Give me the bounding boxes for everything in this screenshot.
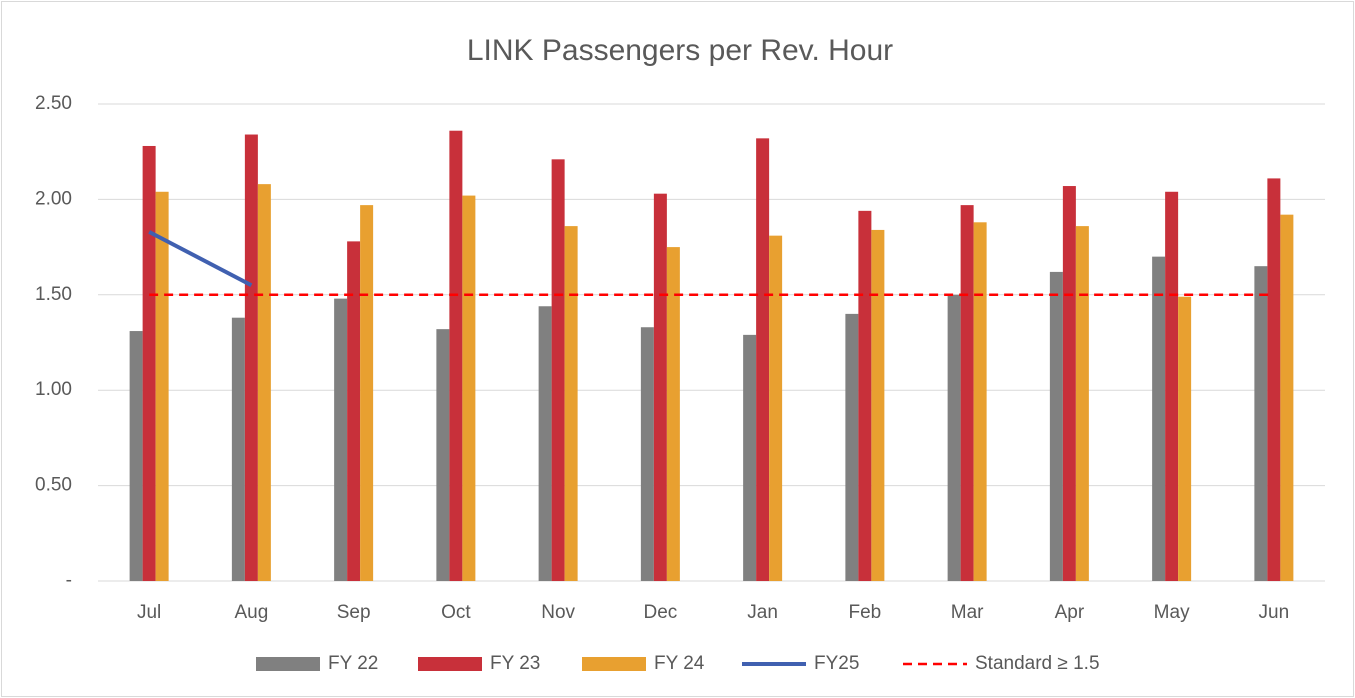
bar bbox=[538, 306, 552, 581]
y-tick-label: 0.50 bbox=[35, 475, 72, 496]
y-tick-label: 2.00 bbox=[35, 188, 72, 209]
bar bbox=[769, 235, 783, 582]
bar bbox=[334, 298, 348, 581]
x-tick-label: Sep bbox=[337, 602, 371, 623]
legend-swatch bbox=[256, 657, 320, 671]
x-tick-label: Jul bbox=[137, 602, 161, 623]
bar bbox=[155, 191, 169, 581]
bar bbox=[257, 184, 271, 582]
bar bbox=[360, 205, 374, 581]
bar bbox=[129, 331, 143, 581]
x-tick-label: May bbox=[1154, 602, 1190, 623]
bar bbox=[1049, 271, 1063, 581]
legend-swatch bbox=[582, 657, 646, 671]
x-tick-label: Nov bbox=[541, 602, 575, 623]
bar bbox=[449, 130, 463, 581]
x-tick-label: Dec bbox=[643, 602, 677, 623]
bar bbox=[845, 313, 859, 581]
bar bbox=[1165, 191, 1179, 581]
legend-label: FY25 bbox=[814, 653, 859, 674]
x-tick-label: Jan bbox=[747, 602, 778, 623]
legend-label: FY 24 bbox=[654, 653, 705, 674]
bar bbox=[551, 159, 565, 581]
bar bbox=[1152, 256, 1166, 581]
y-tick-label: 1.00 bbox=[35, 379, 72, 400]
bar bbox=[756, 138, 770, 581]
bar bbox=[666, 247, 680, 581]
x-tick-label: Jun bbox=[1259, 602, 1290, 623]
bar bbox=[1075, 226, 1089, 581]
y-tick-label: - bbox=[66, 570, 72, 591]
legend-swatch bbox=[418, 657, 482, 671]
bar bbox=[743, 334, 757, 581]
bar bbox=[564, 226, 578, 581]
bar bbox=[947, 294, 961, 581]
bar bbox=[1062, 186, 1076, 581]
x-tick-label: Feb bbox=[849, 602, 882, 623]
bar bbox=[653, 193, 667, 581]
bar bbox=[640, 327, 654, 581]
legend-label: FY 23 bbox=[490, 653, 540, 674]
chart-title: LINK Passengers per Rev. Hour bbox=[467, 34, 893, 67]
bar bbox=[347, 241, 361, 581]
y-tick-label: 1.50 bbox=[35, 284, 72, 305]
bar bbox=[231, 317, 245, 581]
legend-label: Standard ≥ 1.5 bbox=[975, 653, 1100, 674]
x-tick-label: Aug bbox=[234, 602, 268, 623]
bar bbox=[960, 205, 974, 581]
line-series bbox=[148, 230, 253, 288]
x-tick-label: Oct bbox=[441, 602, 471, 623]
bar bbox=[436, 329, 450, 581]
bar bbox=[871, 229, 885, 582]
y-tick-label: 2.50 bbox=[35, 93, 72, 114]
bar bbox=[1280, 214, 1294, 581]
bar bbox=[244, 134, 258, 581]
bar bbox=[1267, 178, 1281, 582]
bar bbox=[462, 195, 476, 582]
x-tick-label: Apr bbox=[1055, 602, 1085, 623]
bar bbox=[973, 222, 987, 581]
bar bbox=[858, 210, 872, 581]
bar bbox=[1178, 296, 1192, 581]
x-tick-label: Mar bbox=[951, 602, 984, 623]
bar bbox=[1254, 266, 1268, 581]
legend-label: FY 22 bbox=[328, 653, 378, 674]
bar bbox=[142, 145, 156, 581]
